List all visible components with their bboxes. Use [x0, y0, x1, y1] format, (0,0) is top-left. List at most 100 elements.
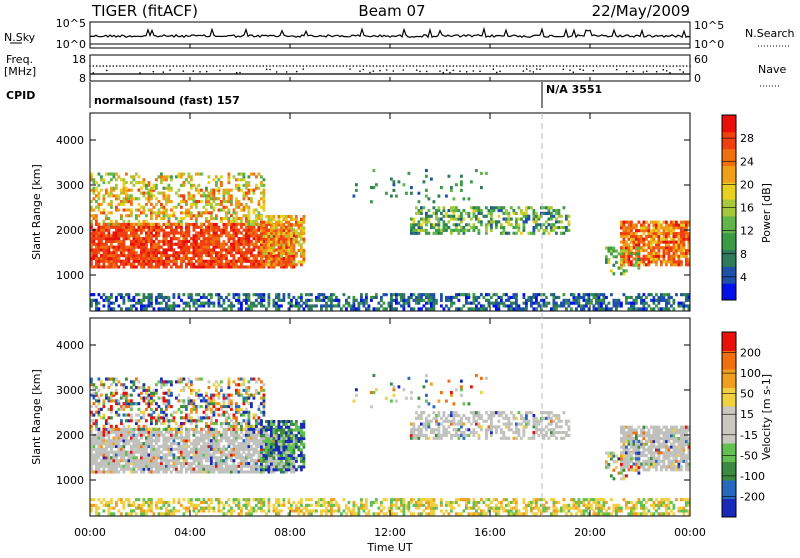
power-cell — [678, 304, 681, 307]
power-cell — [143, 184, 146, 187]
velocity-cell — [155, 465, 158, 468]
power-cell — [665, 293, 668, 296]
power-cell — [300, 226, 303, 229]
velocity-cell — [118, 436, 121, 439]
power-cell — [403, 302, 406, 305]
power-cell — [270, 221, 273, 224]
power-cell — [303, 229, 306, 232]
velocity-cell — [110, 408, 113, 411]
velocity-cell — [133, 431, 136, 434]
power-cell — [265, 263, 268, 266]
power-cell — [510, 302, 513, 305]
velocity-cell — [135, 456, 138, 459]
power-cell — [170, 237, 173, 240]
power-cell — [253, 248, 256, 251]
power-cell — [165, 187, 168, 190]
power-cell — [405, 192, 408, 195]
velocity-cell — [205, 470, 208, 473]
power-cell — [655, 232, 658, 235]
power-cell — [198, 184, 201, 187]
power-cell — [628, 243, 631, 246]
velocity-cell — [213, 451, 216, 454]
velocity-cell — [233, 439, 236, 442]
power-cell — [503, 302, 506, 305]
power-cell — [258, 187, 261, 190]
power-cell — [200, 226, 203, 229]
power-cell — [230, 226, 233, 229]
nave-point — [593, 65, 595, 67]
power-cell — [290, 246, 293, 249]
power-cell — [640, 302, 643, 305]
velocity-cell — [120, 439, 123, 442]
power-cell — [168, 299, 171, 302]
velocity-cell — [105, 442, 108, 445]
velocity-cell — [248, 453, 251, 456]
power-cell — [228, 194, 231, 197]
velocity-cell — [98, 411, 101, 414]
power-cell — [180, 263, 183, 266]
power-cell — [115, 246, 118, 249]
power-cell — [360, 299, 363, 302]
power-cell — [200, 246, 203, 249]
power-cell — [653, 226, 656, 229]
power-cell — [553, 209, 556, 212]
power-cell — [655, 235, 658, 238]
nave-point — [349, 68, 351, 70]
power-cell — [683, 221, 686, 224]
power-cell — [525, 299, 528, 302]
velocity-cell — [190, 462, 193, 465]
power-cell — [670, 224, 673, 227]
power-cell — [168, 200, 171, 203]
velocity-cell — [245, 453, 248, 456]
power-cell — [140, 254, 143, 257]
power-cell — [198, 237, 201, 240]
power-cell — [543, 293, 546, 296]
power-cell — [158, 293, 161, 296]
power-cell — [620, 302, 623, 305]
power-cell — [130, 265, 133, 268]
nave-point — [689, 65, 691, 67]
velocity-cell — [158, 448, 161, 451]
velocity-cell — [140, 462, 143, 465]
nave-point — [266, 65, 268, 67]
power-cell — [168, 246, 171, 249]
power-cell — [655, 243, 658, 246]
power-cell — [368, 307, 371, 310]
power-cell — [200, 243, 203, 246]
power-cell — [243, 184, 246, 187]
power-cell — [473, 296, 476, 299]
power-cell — [630, 260, 633, 263]
power-cell — [413, 299, 416, 302]
velocity-cell — [95, 462, 98, 465]
power-cell — [620, 241, 623, 244]
power-cell — [283, 224, 286, 227]
velocity-cell — [153, 448, 156, 451]
power-cell — [105, 260, 108, 263]
nave-point — [393, 70, 395, 72]
velocity-cell — [188, 428, 191, 431]
power-cell — [215, 231, 218, 234]
power-cell — [303, 255, 306, 258]
power-cell — [485, 172, 488, 175]
power-cell — [523, 226, 526, 229]
power-cell — [253, 231, 256, 234]
nave-point — [439, 65, 441, 67]
power-cell — [193, 234, 196, 237]
power-cell — [673, 299, 676, 302]
power-cell — [255, 299, 258, 302]
power-cell — [100, 265, 103, 268]
power-cell — [208, 175, 211, 178]
power-cell — [573, 293, 576, 296]
power-cell — [225, 206, 228, 209]
power-cell — [223, 254, 226, 257]
velocity-cell — [120, 422, 123, 425]
power-cell — [675, 263, 678, 266]
power-cell — [133, 184, 136, 187]
power-cell — [118, 223, 121, 226]
power-cell — [230, 263, 233, 266]
velocity-cell — [178, 442, 181, 445]
velocity-cell — [255, 445, 258, 448]
nave-point — [303, 65, 305, 67]
velocity-cell — [93, 422, 96, 425]
velocity-cell — [120, 405, 123, 408]
